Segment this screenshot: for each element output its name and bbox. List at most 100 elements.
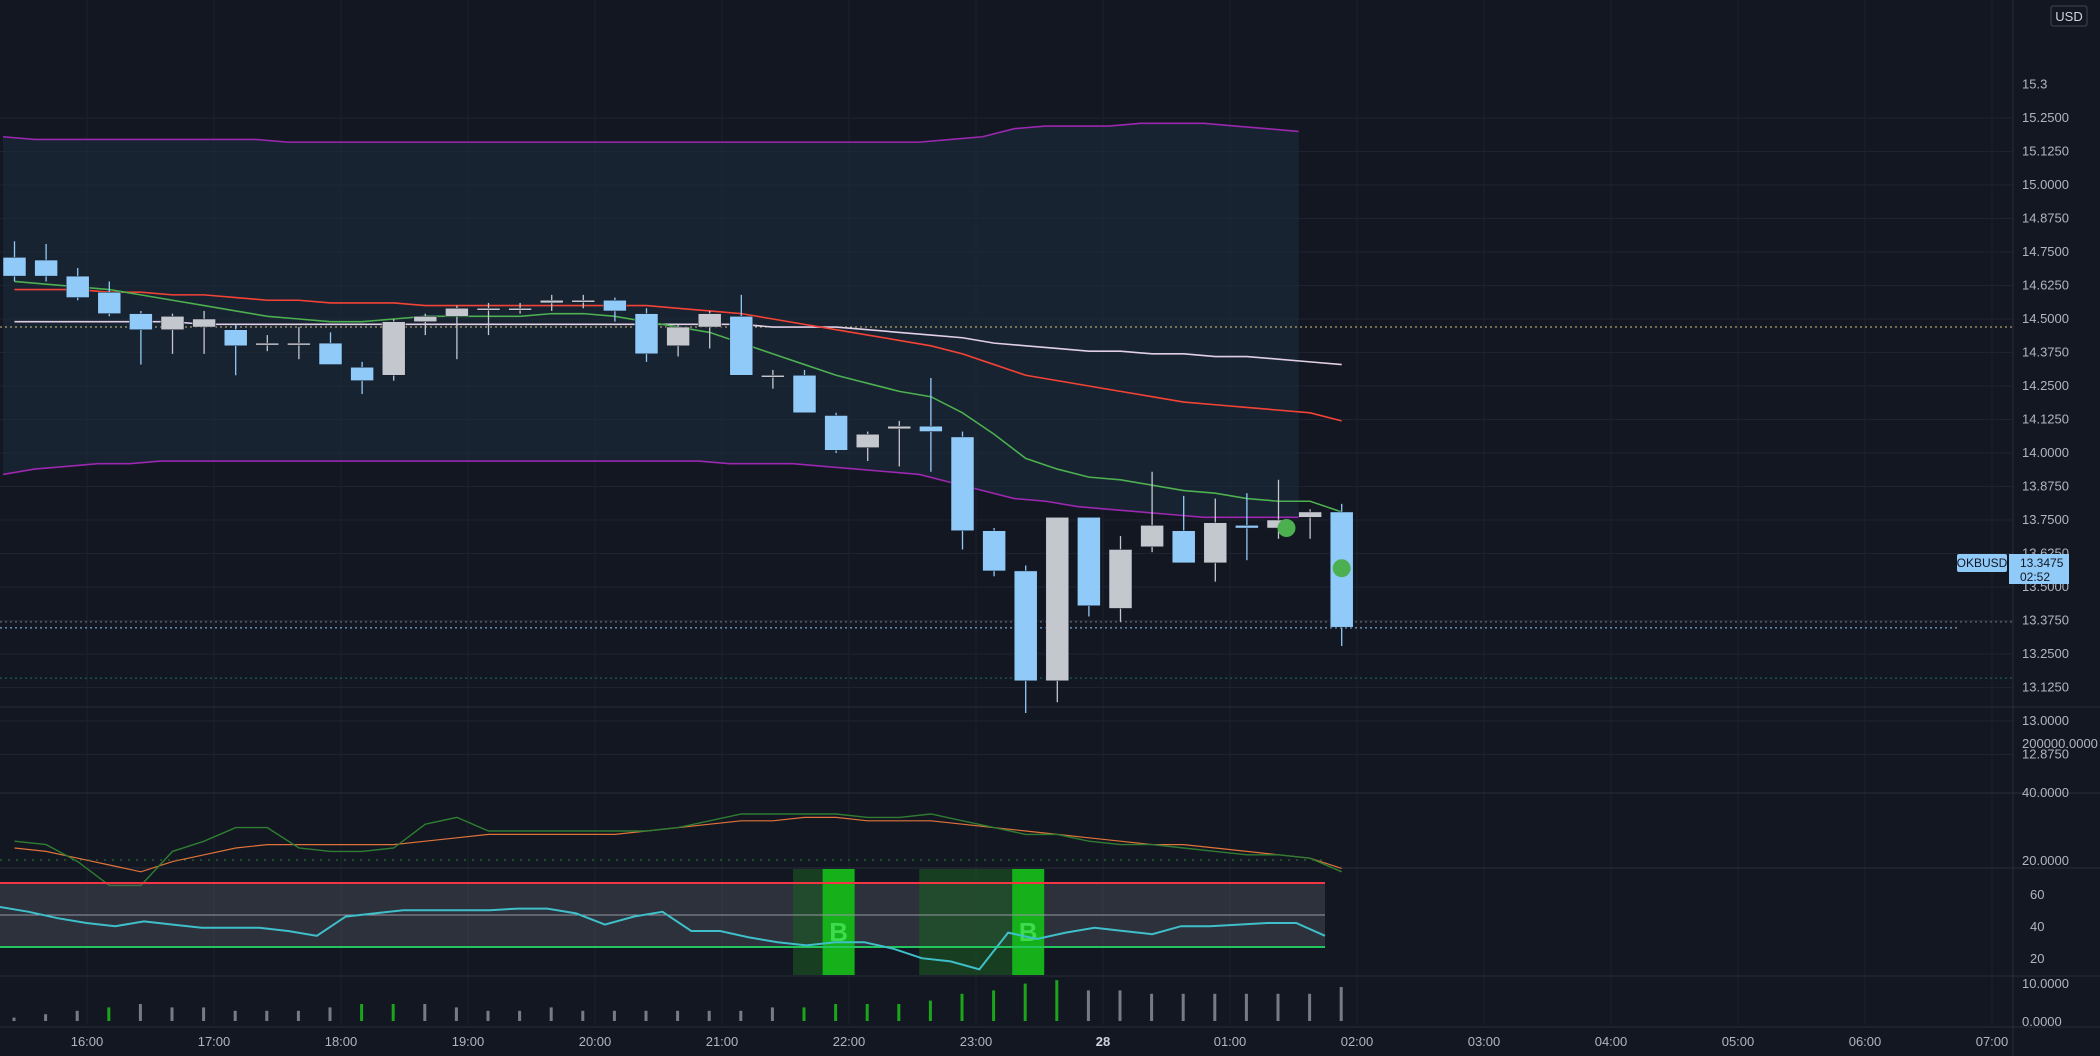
candle-body xyxy=(729,316,754,376)
candles[interactable] xyxy=(2,241,1354,713)
candle-body xyxy=(160,316,185,330)
histogram-bar xyxy=(834,1004,838,1021)
candle-body xyxy=(1171,530,1196,564)
candle[interactable] xyxy=(2,241,27,282)
candle[interactable] xyxy=(1203,498,1228,582)
candle-body xyxy=(982,530,1006,572)
time-tick-label: 06:00 xyxy=(1849,1034,1882,1049)
time-tick-label: 18:00 xyxy=(325,1034,358,1049)
histogram-bar xyxy=(960,993,964,1021)
time-tick-label: 17:00 xyxy=(198,1034,231,1049)
candle[interactable] xyxy=(1013,565,1038,713)
candle-body xyxy=(476,308,501,311)
candle-body xyxy=(413,316,438,322)
price-tick-label: 14.0000 xyxy=(2022,445,2069,460)
histogram-bar xyxy=(486,1010,490,1021)
buy-signal-label: B xyxy=(1019,917,1038,947)
histogram-bar xyxy=(423,1004,427,1021)
candle[interactable] xyxy=(887,420,912,467)
candle[interactable] xyxy=(1077,517,1101,617)
candle[interactable] xyxy=(160,313,185,354)
candle[interactable] xyxy=(571,294,596,309)
candle[interactable] xyxy=(1298,509,1322,539)
price-axis[interactable]: 15.2500 15.1250 15.0000 14.8750 14.7500 14.62… xyxy=(2022,77,2098,1030)
candle-body xyxy=(223,329,248,347)
histogram-bar xyxy=(1118,990,1122,1021)
candle[interactable] xyxy=(855,431,880,462)
candle[interactable] xyxy=(129,310,153,365)
time-tick-label: 21:00 xyxy=(706,1034,739,1049)
candle[interactable] xyxy=(697,310,722,349)
candle[interactable] xyxy=(1235,493,1259,561)
candle-body xyxy=(381,321,406,376)
candle[interactable] xyxy=(950,431,975,550)
time-axis[interactable]: 16:00 17:00 18:00 19:00 20:00 21:00 22:00 23:00… xyxy=(71,1034,2009,1049)
candle[interactable] xyxy=(1140,471,1164,553)
candle[interactable] xyxy=(445,305,469,360)
time-tick-label: 22:00 xyxy=(833,1034,866,1049)
oscillator-line-a xyxy=(14,813,1342,887)
currency-badge[interactable]: USD xyxy=(2050,5,2088,27)
candle[interactable] xyxy=(476,302,501,336)
signal-zone xyxy=(793,869,825,975)
histogram-bar xyxy=(802,1007,806,1021)
histogram-bar xyxy=(1339,987,1343,1021)
histogram-bar xyxy=(865,1004,869,1021)
candle[interactable] xyxy=(287,327,311,360)
signal-dot xyxy=(1332,559,1351,578)
histogram-bar xyxy=(644,1010,648,1021)
histogram-pane xyxy=(12,980,1343,1021)
price-tick-label: 14.1250 xyxy=(2022,412,2069,427)
candle[interactable] xyxy=(1045,517,1070,703)
candle[interactable] xyxy=(413,313,438,336)
candle[interactable] xyxy=(223,324,248,376)
candle[interactable] xyxy=(1108,536,1133,622)
oscillator-tick-label: 40.0000 xyxy=(2022,785,2069,800)
candle-body xyxy=(97,291,122,314)
candle[interactable] xyxy=(919,377,943,472)
price-tick-label: 13.7500 xyxy=(2022,512,2069,527)
candle[interactable] xyxy=(34,243,58,282)
candle-body xyxy=(603,299,627,312)
histogram-bar xyxy=(518,1010,522,1021)
candle-body xyxy=(1203,522,1228,564)
candle-body xyxy=(761,375,785,378)
ema-mid-line xyxy=(14,288,1342,422)
time-tick-label: 07:00 xyxy=(1976,1034,2009,1049)
candle[interactable] xyxy=(729,294,754,376)
histogram-bar xyxy=(1244,993,1248,1021)
candle[interactable] xyxy=(761,369,785,389)
candle[interactable] xyxy=(634,308,659,362)
band-lower-line xyxy=(2,460,1299,519)
histogram-bar xyxy=(676,1010,680,1021)
candle[interactable] xyxy=(318,332,343,365)
candle[interactable] xyxy=(824,412,848,453)
candle[interactable] xyxy=(255,335,280,352)
candle-body xyxy=(666,326,690,347)
time-tick-label: 23:00 xyxy=(960,1034,993,1049)
candle[interactable] xyxy=(381,319,406,381)
price-tick-label: 14.3750 xyxy=(2022,345,2069,360)
histogram-bar xyxy=(170,1007,174,1021)
time-tick-label: 16:00 xyxy=(71,1034,104,1049)
candle-body xyxy=(855,433,880,448)
histogram-bar xyxy=(75,1010,79,1021)
candle[interactable] xyxy=(1171,495,1196,564)
candle[interactable] xyxy=(97,281,122,317)
candle[interactable] xyxy=(350,361,374,395)
candle[interactable] xyxy=(982,528,1006,577)
histogram-bar xyxy=(707,1010,711,1021)
candle[interactable] xyxy=(603,297,627,322)
candle-body xyxy=(192,318,216,328)
histogram-bar xyxy=(202,1007,206,1021)
candle[interactable] xyxy=(65,268,90,301)
candle-body xyxy=(1045,517,1070,682)
candle[interactable] xyxy=(792,369,817,414)
candle-body xyxy=(950,436,975,531)
candle[interactable] xyxy=(192,310,216,354)
candle[interactable] xyxy=(666,324,690,357)
candle[interactable] xyxy=(539,294,564,311)
candle[interactable] xyxy=(508,302,532,314)
